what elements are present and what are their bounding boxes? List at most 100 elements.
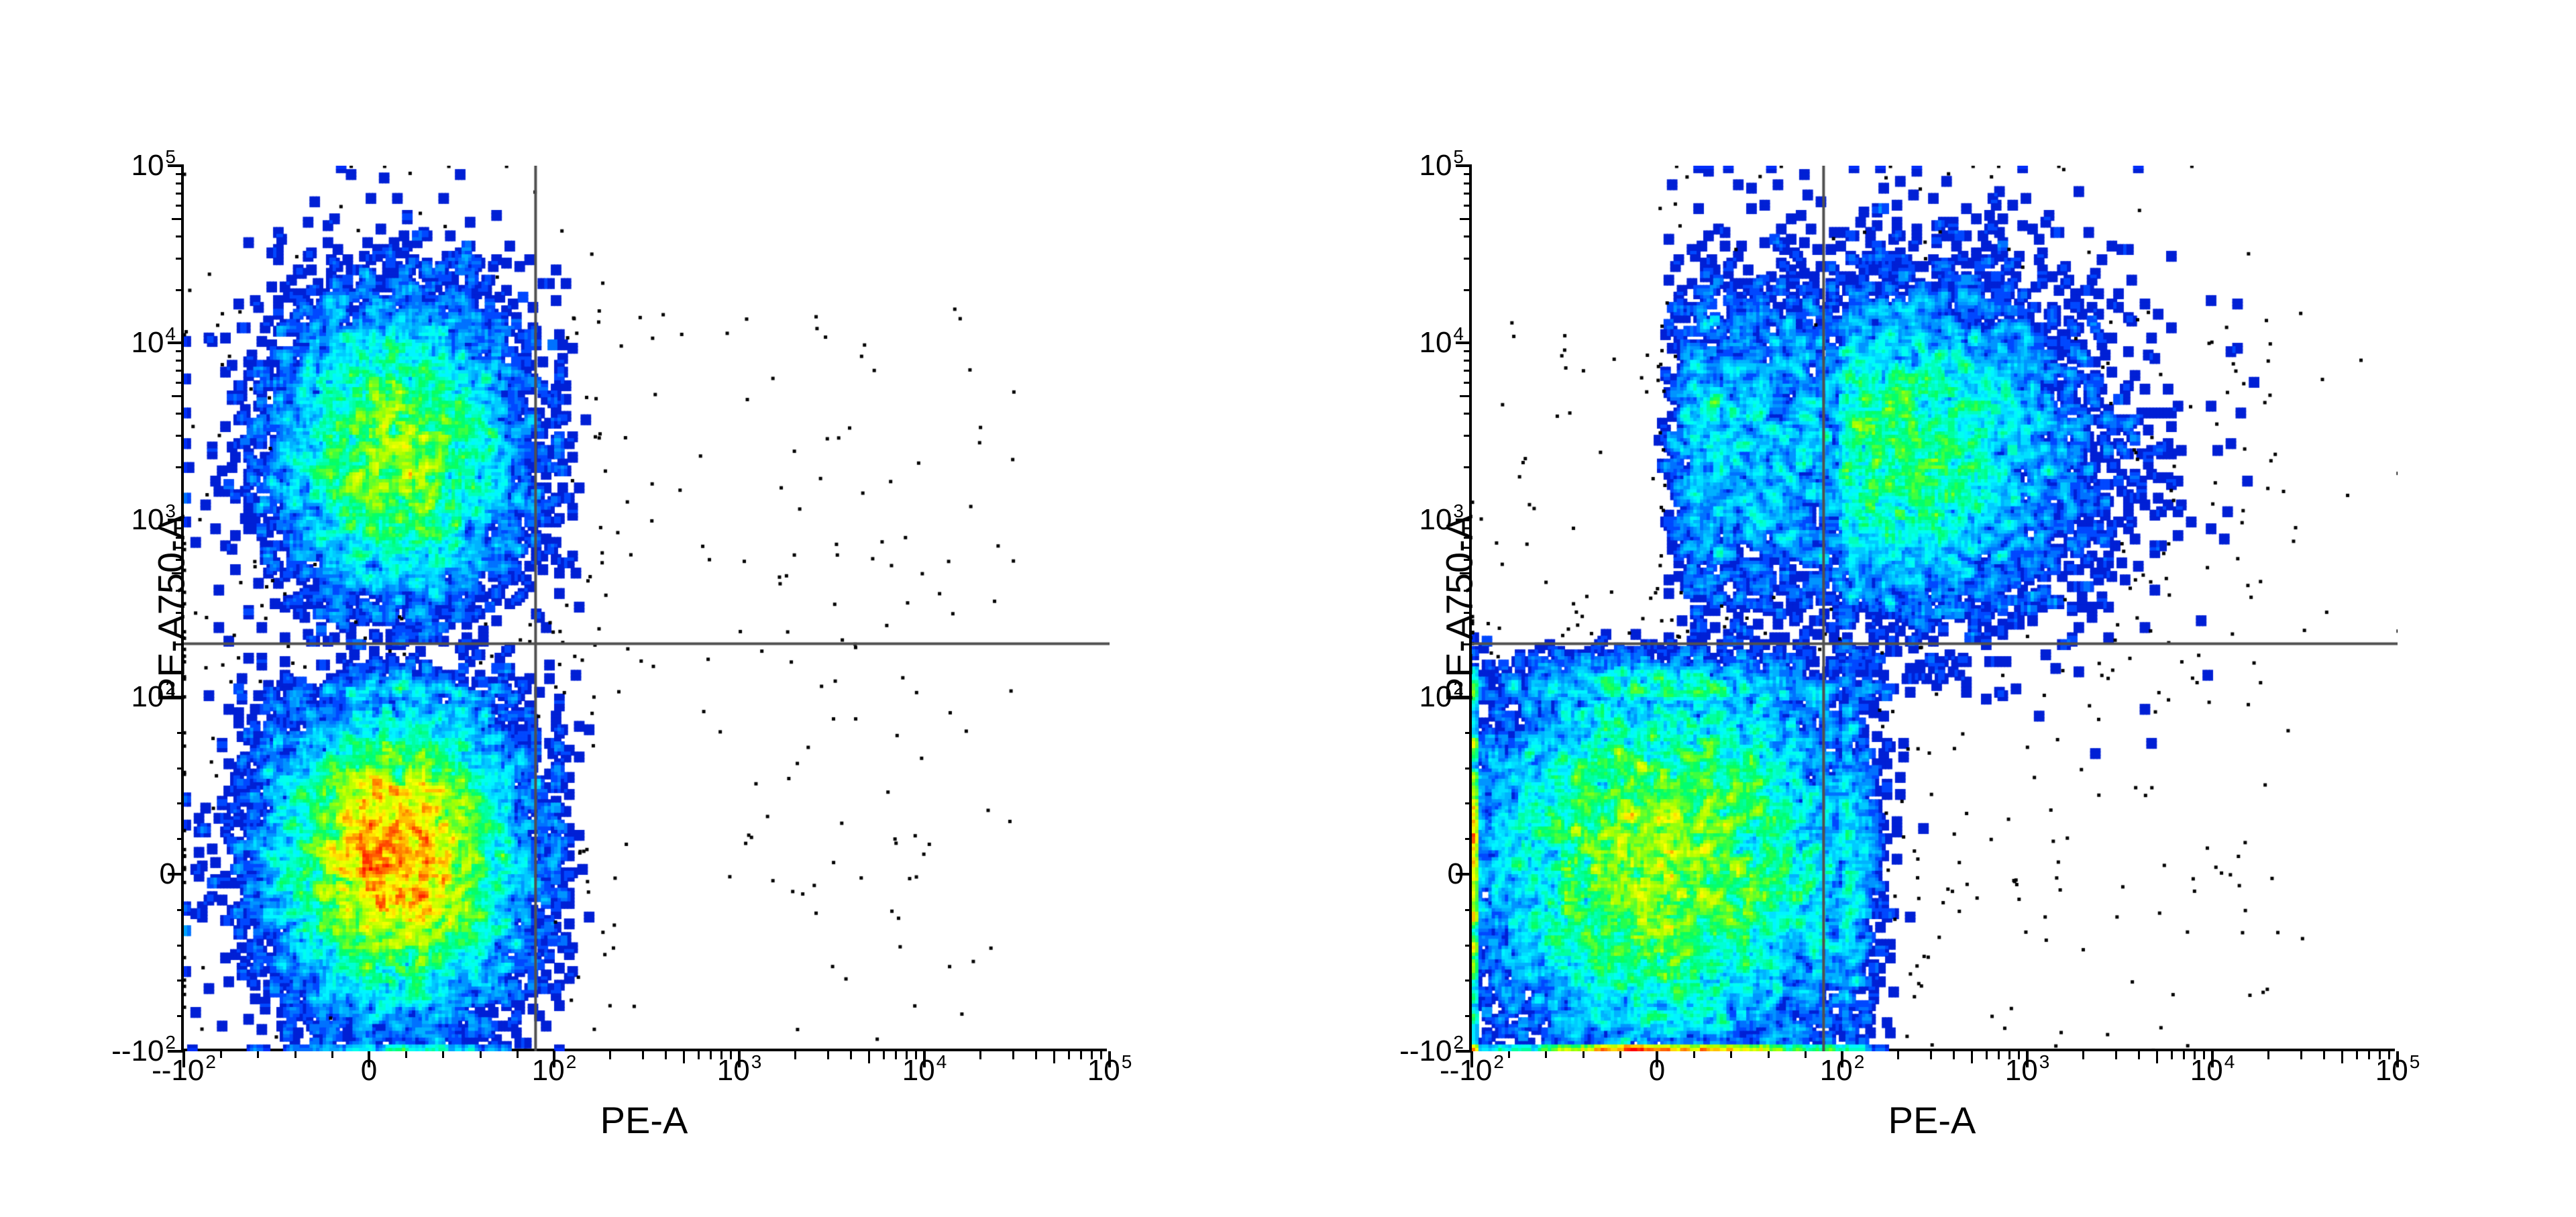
y-minor-tick bbox=[177, 802, 184, 804]
y-tick-label: --102 bbox=[1399, 1035, 1464, 1068]
plot-area: --102--10200102102103103104104105105 bbox=[1469, 166, 2395, 1051]
y-minor-tick bbox=[1464, 435, 1472, 437]
x-minor-tick bbox=[1971, 1051, 1973, 1063]
x-minor-tick bbox=[2379, 1051, 2381, 1059]
x-minor-tick bbox=[1068, 1051, 1070, 1059]
x-minor-tick bbox=[2300, 1051, 2302, 1059]
y-major-tick bbox=[168, 341, 184, 344]
y-major-tick bbox=[1456, 873, 1472, 876]
y-minor-tick bbox=[177, 1015, 184, 1017]
x-minor-tick bbox=[294, 1051, 297, 1058]
y-major-tick bbox=[1456, 1050, 1472, 1053]
x-minor-tick bbox=[1091, 1051, 1093, 1059]
y-minor-tick bbox=[1465, 838, 1472, 840]
x-major-tick bbox=[923, 1051, 926, 1067]
y-minor-tick bbox=[176, 360, 184, 362]
y-minor-tick bbox=[176, 382, 184, 384]
x-major-tick bbox=[738, 1051, 741, 1067]
x-minor-tick bbox=[1930, 1051, 1932, 1059]
y-minor-tick bbox=[176, 289, 184, 291]
x-minor-tick bbox=[1953, 1051, 1955, 1059]
y-major-tick bbox=[168, 1050, 184, 1053]
x-major-tick bbox=[2211, 1051, 2214, 1067]
x-minor-tick bbox=[2368, 1051, 2370, 1059]
x-minor-tick bbox=[1035, 1051, 1037, 1059]
x-minor-tick bbox=[2018, 1051, 2020, 1059]
x-minor-tick bbox=[405, 1051, 407, 1058]
y-minor-tick bbox=[176, 193, 184, 195]
y-minor-tick bbox=[176, 182, 184, 184]
density-canvas-wrap bbox=[184, 166, 1107, 1049]
x-minor-tick bbox=[1100, 1051, 1102, 1059]
y-major-tick bbox=[1456, 164, 1472, 167]
y-minor-tick bbox=[177, 909, 184, 911]
y-major-tick bbox=[168, 873, 184, 876]
x-minor-tick bbox=[480, 1051, 482, 1058]
x-minor-tick bbox=[442, 1051, 444, 1058]
y-minor-tick bbox=[1464, 382, 1472, 384]
x-minor-tick bbox=[1080, 1051, 1082, 1059]
x-minor-tick bbox=[2203, 1051, 2205, 1059]
flow-cytometry-plot-left: --102--10200102102103103104104105105 PE-… bbox=[181, 166, 1107, 1051]
y-major-tick bbox=[1456, 341, 1472, 344]
x-minor-tick bbox=[642, 1051, 644, 1059]
y-minor-tick bbox=[176, 173, 184, 175]
x-minor-tick bbox=[1012, 1051, 1014, 1059]
x-major-tick bbox=[368, 1051, 370, 1067]
x-minor-tick bbox=[2008, 1051, 2010, 1059]
y-minor-tick bbox=[1465, 1015, 1472, 1017]
plot-area: --102--10200102102103103104104105105 bbox=[181, 166, 1107, 1051]
x-minor-tick bbox=[1998, 1051, 2000, 1059]
y-minor-tick bbox=[177, 768, 184, 770]
y-minor-tick bbox=[176, 435, 184, 437]
x-minor-tick bbox=[665, 1051, 667, 1059]
y-minor-tick bbox=[172, 218, 184, 220]
x-minor-tick bbox=[257, 1051, 259, 1058]
x-minor-tick bbox=[1545, 1051, 1547, 1058]
y-minor-tick bbox=[176, 205, 184, 207]
x-major-tick bbox=[1108, 1051, 1111, 1067]
y-minor-tick bbox=[1464, 370, 1472, 372]
y-minor-tick bbox=[1460, 218, 1472, 220]
x-minor-tick bbox=[883, 1051, 885, 1059]
y-minor-tick bbox=[1464, 205, 1472, 207]
y-minor-tick bbox=[176, 413, 184, 415]
y-minor-tick bbox=[177, 732, 184, 734]
x-minor-tick bbox=[1897, 1051, 1899, 1059]
x-minor-tick bbox=[331, 1051, 333, 1058]
y-minor-tick bbox=[177, 980, 184, 982]
x-minor-tick bbox=[2138, 1051, 2140, 1059]
x-minor-tick bbox=[1582, 1051, 1585, 1058]
y-minor-tick bbox=[177, 838, 184, 840]
x-minor-tick bbox=[850, 1051, 852, 1059]
x-minor-tick bbox=[2171, 1051, 2173, 1059]
y-minor-tick bbox=[1465, 909, 1472, 911]
x-minor-tick bbox=[609, 1051, 611, 1059]
x-minor-tick bbox=[915, 1051, 917, 1059]
y-minor-tick bbox=[1465, 732, 1472, 734]
y-minor-tick bbox=[1465, 980, 1472, 982]
flow-cytometry-plot-right: --102--10200102102103103104104105105 PE-… bbox=[1469, 166, 2395, 1051]
x-minor-tick bbox=[1768, 1051, 1770, 1058]
x-minor-tick bbox=[698, 1051, 700, 1059]
y-minor-tick bbox=[1464, 193, 1472, 195]
y-minor-tick bbox=[177, 945, 184, 947]
x-minor-tick bbox=[2194, 1051, 2196, 1059]
y-minor-tick bbox=[1464, 235, 1472, 237]
x-minor-tick bbox=[895, 1051, 897, 1059]
y-axis-label: PE-A750-A bbox=[150, 515, 193, 702]
y-minor-tick bbox=[176, 350, 184, 352]
density-canvas bbox=[184, 166, 1110, 1051]
x-axis-label: PE-A bbox=[1888, 1098, 1976, 1142]
y-minor-tick bbox=[1465, 945, 1472, 947]
y-minor-tick bbox=[176, 258, 184, 260]
y-minor-tick bbox=[1464, 289, 1472, 291]
y-minor-tick bbox=[1465, 768, 1472, 770]
x-minor-tick bbox=[710, 1051, 712, 1059]
x-minor-tick bbox=[2267, 1051, 2269, 1059]
y-minor-tick bbox=[176, 370, 184, 372]
x-minor-tick bbox=[2388, 1051, 2390, 1059]
density-canvas-wrap bbox=[1472, 166, 2395, 1049]
y-major-tick bbox=[168, 164, 184, 167]
x-minor-tick bbox=[1693, 1051, 1695, 1058]
